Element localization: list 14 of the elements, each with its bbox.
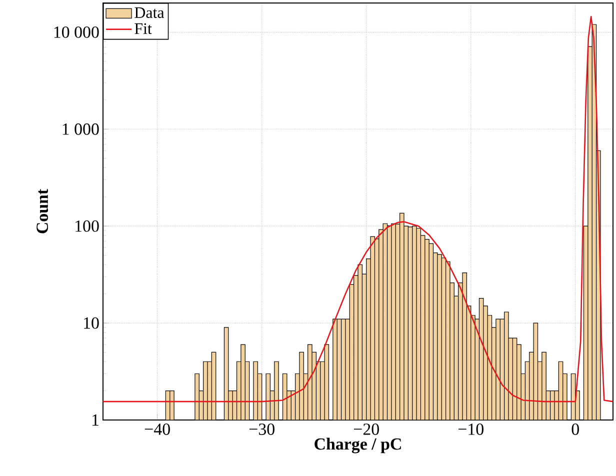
x-tick-label: −10 [458, 424, 484, 435]
legend-label: Data [134, 7, 164, 18]
x-axis-title: Charge / pC [314, 438, 401, 454]
y-tick-label: 1 [92, 414, 98, 426]
y-tick-label: 100 [76, 220, 99, 232]
y-tick-label: 10 000 [54, 26, 99, 38]
x-tick-label: −30 [249, 424, 274, 435]
y-tick-label: 1 000 [62, 123, 99, 135]
x-tick-label: −20 [354, 424, 379, 435]
y-tick-label: 10 [84, 317, 99, 329]
y-axis-title: Count [36, 188, 48, 234]
x-tick-label: 0 [572, 424, 579, 435]
x-tick-label: −40 [144, 424, 170, 435]
legend-label: Fit [134, 23, 152, 34]
